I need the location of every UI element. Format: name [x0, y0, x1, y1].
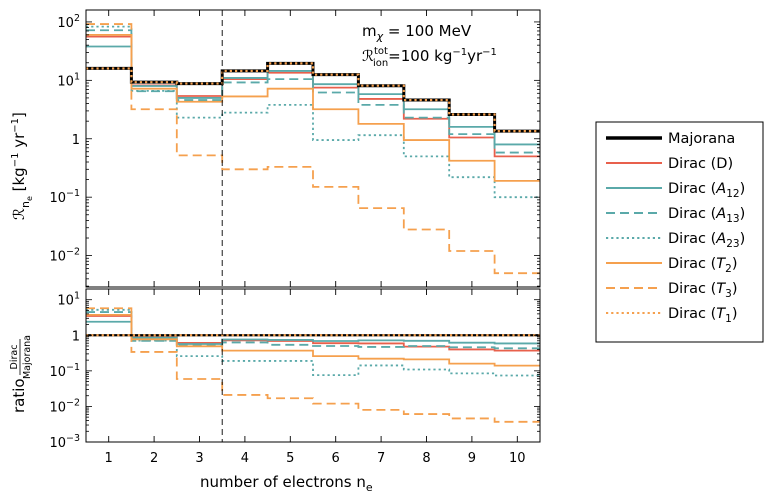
top-series-dirac-t3	[86, 23, 540, 275]
top-series-dirac-t1	[86, 62, 540, 133]
legend-box	[595, 121, 764, 343]
top-y-tick-label: 101	[57, 71, 80, 89]
x-tick-label: 8	[422, 451, 430, 466]
legend-label: Dirac (T3)	[668, 281, 738, 300]
x-tick-label: 7	[377, 451, 385, 466]
legend-label: Dirac (D)	[668, 156, 733, 172]
x-tick-label: 1	[105, 451, 113, 466]
legend-label: Dirac (A13)	[668, 206, 745, 225]
legend-label: Dirac (T1)	[668, 306, 738, 325]
top-y-tick-label: 10−1	[49, 188, 80, 206]
x-tick-label: 2	[150, 451, 158, 466]
bottom-panel: 1 2 3 4 5 6 7 8 9 10 10−3 10−2 10−1 1 101	[49, 288, 541, 466]
svg-text:Dirac: Dirac	[9, 345, 20, 370]
top-y-tick-label: 10−2	[49, 247, 80, 265]
x-tick-label: 10	[509, 451, 526, 466]
top-y-tick-label: 102	[57, 13, 80, 31]
top-series-dirac-t2	[86, 33, 540, 182]
legend-label: Dirac (A12)	[668, 181, 745, 200]
bottom-y-tick-label: 1	[72, 329, 80, 344]
svg-text:Majorana: Majorana	[22, 335, 33, 379]
x-tick-label: 3	[195, 451, 203, 466]
top-y-tick-label: 1	[72, 133, 80, 148]
bottom-y-tick-label: 101	[57, 291, 80, 309]
x-axis-label: number of electrons ne	[200, 473, 373, 493]
x-tick-label: 4	[241, 451, 249, 466]
legend-label: Dirac (A23)	[668, 231, 745, 250]
legend-label: Majorana	[668, 131, 735, 147]
x-tick-label: 6	[332, 451, 340, 466]
top-series-dirac-a13	[86, 29, 540, 154]
bottom-y-tick-label: 10−2	[49, 397, 80, 415]
top-panel: 10−2 10−1 1 101 102	[49, 9, 541, 288]
bottom-axes-frame	[85, 288, 541, 443]
rate-annotation: ℛtot ion=100 kg−1yr−1	[362, 46, 497, 69]
x-tick-label: 9	[468, 451, 476, 466]
bottom-series-dirac-t2	[86, 313, 540, 367]
top-y-axis-label: ℛne [kg−1 yr−1]	[10, 112, 34, 220]
top-axes-frame	[85, 9, 541, 288]
mass-annotation: mχ = 100 MeV	[362, 22, 472, 43]
legend-label: Dirac (T2)	[668, 256, 738, 275]
x-tick-label: 5	[286, 451, 294, 466]
bottom-y-tick-label: 10−1	[49, 362, 80, 380]
bottom-y-tick-label: 10−3	[49, 433, 80, 451]
bottom-y-axis-label: ratio Dirac Majorana	[9, 335, 33, 413]
svg-text:ratio: ratio	[10, 378, 28, 413]
legend: Majorana Dirac (D) Dirac (A12) Dirac (A13) D…	[595, 121, 764, 343]
